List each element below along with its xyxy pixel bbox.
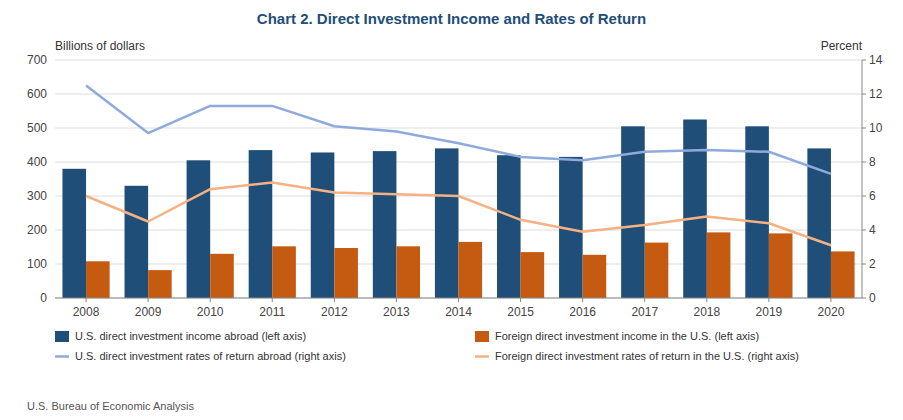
y-axis-label: Billions of dollars bbox=[55, 39, 145, 53]
y-tick-label: 200 bbox=[27, 223, 47, 237]
source: U.S. Bureau of Economic Analysis bbox=[27, 400, 194, 412]
y-tick-label: 600 bbox=[27, 87, 47, 101]
bar bbox=[187, 160, 211, 298]
x-tick-label: 2011 bbox=[259, 305, 285, 319]
x-tick bbox=[768, 298, 769, 302]
x-tick-label: 2014 bbox=[445, 305, 472, 319]
x-tick bbox=[334, 298, 335, 302]
legend-entry: U.S. direct investment rates of return a… bbox=[75, 350, 346, 362]
x-tick bbox=[830, 298, 831, 302]
x-tick-label: 2015 bbox=[507, 305, 534, 319]
y2-tick bbox=[862, 264, 866, 265]
bar bbox=[707, 232, 731, 298]
grid-line bbox=[55, 94, 862, 95]
y2-tick bbox=[862, 196, 866, 197]
x-tick bbox=[210, 298, 211, 302]
line bbox=[86, 182, 831, 245]
bar bbox=[373, 151, 397, 298]
x-tick-label: 2018 bbox=[693, 305, 720, 319]
line bbox=[86, 86, 831, 174]
x-tick bbox=[148, 298, 149, 302]
y2-tick-label: 6 bbox=[869, 189, 876, 203]
legend-entry: U.S. direct investment income abroad (le… bbox=[75, 330, 306, 342]
y2-tick-label: 2 bbox=[869, 257, 876, 271]
y2-tick-label: 0 bbox=[869, 291, 876, 305]
x-tick-label: 2013 bbox=[383, 305, 410, 319]
bar bbox=[396, 246, 420, 298]
x-tick-label: 2012 bbox=[321, 305, 348, 319]
x-tick bbox=[458, 298, 459, 302]
grid bbox=[55, 60, 862, 298]
bar bbox=[459, 242, 483, 298]
x-tick-label: 2016 bbox=[569, 305, 596, 319]
bar bbox=[86, 261, 110, 298]
bar bbox=[645, 243, 669, 298]
y2-tick-label: 8 bbox=[869, 155, 876, 169]
bar bbox=[311, 152, 335, 298]
x-tick bbox=[706, 298, 707, 302]
grid-line bbox=[55, 128, 862, 129]
y-tick-label: 700 bbox=[27, 53, 47, 67]
x-tick bbox=[396, 298, 397, 302]
bar bbox=[249, 150, 273, 298]
legend-entry: Foreign direct investment income in the … bbox=[495, 330, 759, 342]
x-tick bbox=[272, 298, 273, 302]
y2-tick-label: 14 bbox=[869, 53, 883, 67]
x-tick bbox=[582, 298, 583, 302]
bar bbox=[62, 169, 86, 298]
bar bbox=[148, 270, 172, 298]
y2-axis-line bbox=[862, 60, 863, 298]
y-tick-label: 400 bbox=[27, 155, 47, 169]
y-tick-label: 500 bbox=[27, 121, 47, 135]
bar bbox=[497, 155, 521, 298]
x-tick bbox=[86, 298, 87, 302]
bar bbox=[210, 254, 234, 298]
bar bbox=[769, 233, 793, 298]
marks bbox=[62, 86, 854, 299]
x-tick-label: 2019 bbox=[756, 305, 783, 319]
bar bbox=[125, 186, 149, 298]
legend-swatch bbox=[55, 331, 69, 342]
bar bbox=[683, 120, 707, 299]
bar bbox=[831, 251, 855, 298]
grid-line bbox=[55, 60, 862, 61]
bar bbox=[583, 255, 607, 298]
y2-tick bbox=[862, 162, 866, 163]
y2-tick-label: 12 bbox=[869, 87, 883, 101]
title: Chart 2. Direct Investment Income and Ra… bbox=[257, 10, 646, 27]
x-tick-label: 2017 bbox=[631, 305, 658, 319]
legend: U.S. direct investment income abroad (le… bbox=[55, 330, 799, 362]
legend-swatch bbox=[55, 355, 69, 358]
legend-swatch bbox=[475, 331, 489, 342]
y2-tick bbox=[862, 128, 866, 129]
bar bbox=[334, 248, 358, 298]
x-tick-label: 2010 bbox=[197, 305, 224, 319]
background bbox=[0, 0, 903, 420]
y2-tick-label: 10 bbox=[869, 121, 883, 135]
bar bbox=[435, 148, 459, 298]
x-tick-label: 2009 bbox=[135, 305, 162, 319]
y2-tick bbox=[862, 94, 866, 95]
y2-tick bbox=[862, 298, 866, 299]
bar bbox=[272, 246, 296, 298]
y-tick-label: 0 bbox=[40, 291, 47, 305]
bar bbox=[521, 252, 545, 298]
legend-entry: Foreign direct investment rates of retur… bbox=[495, 350, 799, 362]
x-tick bbox=[520, 298, 521, 302]
y2-tick bbox=[862, 60, 866, 61]
x-tick-label: 2020 bbox=[818, 305, 845, 319]
legend-swatch bbox=[475, 355, 489, 358]
y2-axis-label: Percent bbox=[821, 39, 863, 53]
x-tick-label: 2008 bbox=[73, 305, 100, 319]
x-tick bbox=[644, 298, 645, 302]
y-tick-label: 100 bbox=[27, 257, 47, 271]
y2-tick-label: 4 bbox=[869, 223, 876, 237]
y-tick-label: 300 bbox=[27, 189, 47, 203]
y2-tick bbox=[862, 230, 866, 231]
